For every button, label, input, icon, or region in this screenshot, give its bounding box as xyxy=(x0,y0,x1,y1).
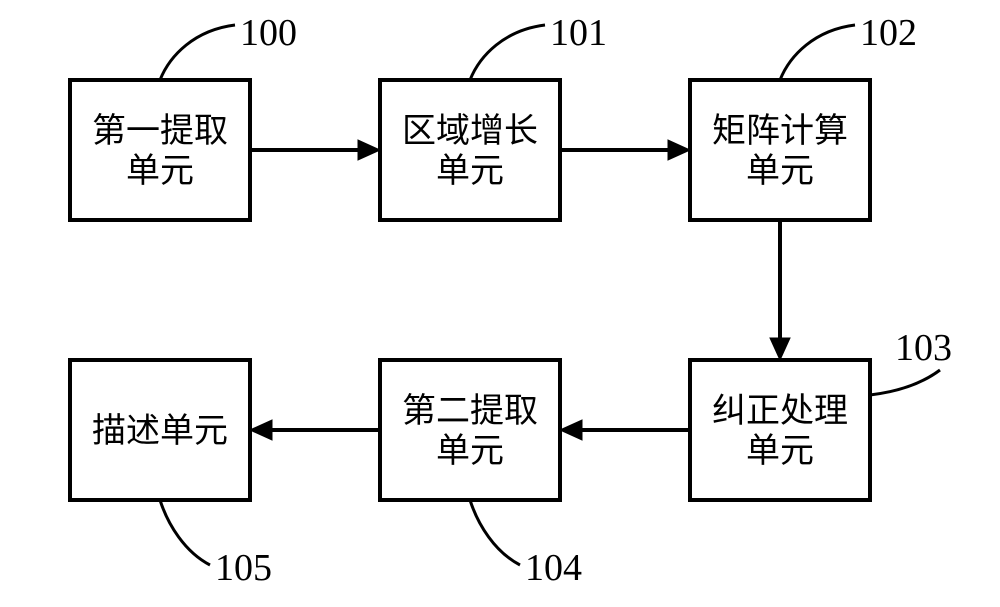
leader-line xyxy=(160,500,210,565)
node-label: 描述单元 xyxy=(92,412,228,450)
node-number: 103 xyxy=(895,327,952,369)
leader-line xyxy=(870,370,940,395)
node-n105: 描述单元 105 xyxy=(70,360,272,589)
node-n103: 纠正处理单元 103 xyxy=(690,327,952,500)
node-label: 纠正处理 xyxy=(712,393,848,430)
arrow xyxy=(770,220,790,360)
arrow xyxy=(250,140,380,160)
leader-line xyxy=(470,25,545,80)
leader-line xyxy=(470,500,520,565)
node-label: 第一提取 xyxy=(92,112,228,150)
node-label: 区域增长 xyxy=(402,112,538,150)
node-number: 104 xyxy=(525,547,582,589)
node-n104: 第二提取单元 104 xyxy=(380,360,582,589)
node-number: 102 xyxy=(860,12,917,54)
node-n102: 矩阵计算单元 102 xyxy=(690,12,917,220)
node-number: 101 xyxy=(550,12,607,54)
node-label: 单元 xyxy=(126,153,194,190)
node-label: 单元 xyxy=(436,433,504,470)
node-n100: 第一提取单元 100 xyxy=(70,12,297,220)
node-label: 第二提取 xyxy=(402,392,538,430)
flowchart-canvas: 第一提取单元100区域增长单元101矩阵计算单元102纠正处理单元103第二提取… xyxy=(0,0,1000,607)
arrow xyxy=(250,420,380,440)
node-number: 100 xyxy=(240,12,297,54)
node-label: 矩阵计算 xyxy=(712,112,848,150)
node-number: 105 xyxy=(215,547,272,589)
leader-line xyxy=(780,25,855,80)
arrow xyxy=(560,140,690,160)
node-n101: 区域增长单元 101 xyxy=(380,12,607,220)
leader-line xyxy=(160,25,235,80)
node-label: 单元 xyxy=(746,433,814,470)
node-label: 单元 xyxy=(746,153,814,190)
node-label: 单元 xyxy=(436,153,504,190)
arrow xyxy=(560,420,690,440)
